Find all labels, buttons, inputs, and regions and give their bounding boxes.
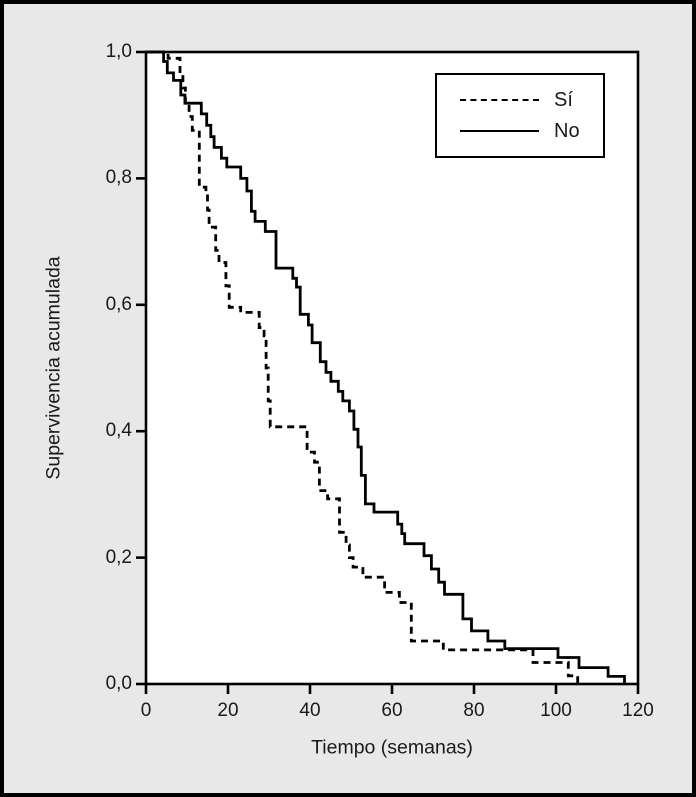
x-tick-label: 60: [381, 700, 403, 721]
legend-label-si: Sí: [554, 88, 573, 111]
y-tick-label: 0,4: [105, 420, 132, 442]
y-tick-label: 0,8: [105, 167, 132, 189]
x-axis-title: Tiempo (semanas): [311, 736, 473, 759]
legend-item-si: Sí: [437, 89, 603, 111]
x-tick-label: 80: [463, 700, 485, 721]
survival-curve-no: [146, 50, 626, 684]
legend-item-no: No: [437, 120, 603, 142]
solid-line-sample: [460, 130, 539, 132]
y-tick-label: 0,6: [105, 293, 132, 315]
survival-curve-si: [146, 50, 580, 684]
legend: Sí No: [435, 73, 605, 158]
y-tick-label: 0,2: [105, 546, 132, 568]
y-axis-title: Supervivencia acumulada: [42, 256, 65, 480]
x-tick-label: 0: [140, 700, 152, 721]
y-tick-label: 1,0: [105, 41, 132, 62]
dashed-line-sample: [460, 99, 539, 101]
y-tick-label: 0,0: [105, 673, 132, 694]
x-tick-label: 120: [622, 700, 654, 721]
x-tick-label: 100: [540, 700, 572, 721]
x-tick-label: 40: [299, 700, 321, 721]
x-tick-label: 20: [217, 700, 239, 721]
legend-label-no: No: [554, 119, 580, 142]
